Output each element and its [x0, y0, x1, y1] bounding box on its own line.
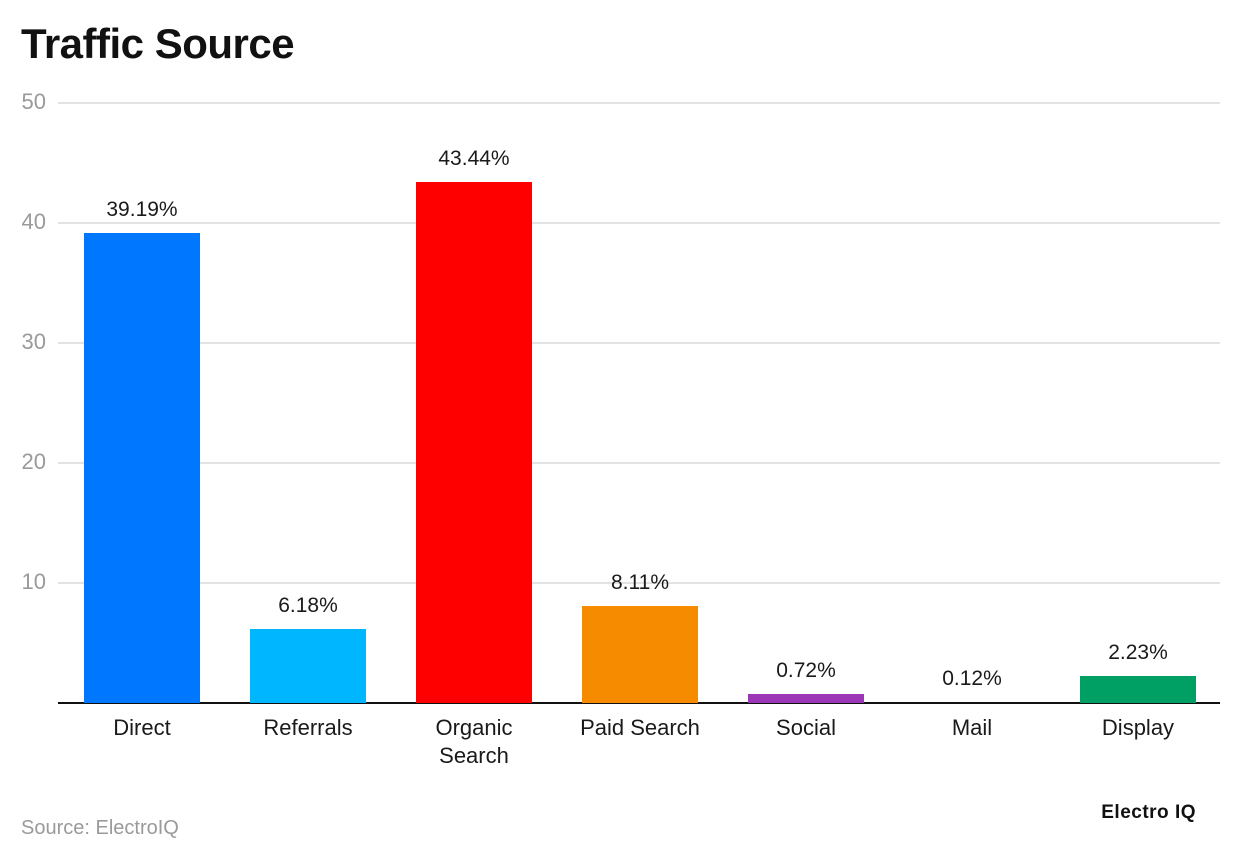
gridline: [58, 222, 1220, 224]
gridline: [58, 582, 1220, 584]
bar-referrals: [250, 628, 366, 703]
y-tick-label: 30: [21, 329, 46, 354]
value-label: 43.44%: [438, 146, 510, 170]
x-tick-label: Organic Search: [435, 715, 513, 768]
brand-logo: Electro IQ: [1101, 802, 1196, 823]
x-tick-label: Social: [776, 715, 836, 740]
y-tick-label: 10: [21, 569, 46, 594]
value-label: 0.72%: [776, 659, 836, 683]
gridline: [58, 462, 1220, 464]
y-tick-label: 40: [21, 209, 46, 234]
x-axis-line: [58, 702, 1220, 704]
x-tick-label: Display: [1101, 715, 1175, 740]
y-tick-label: 50: [21, 89, 46, 114]
bar-direct: [84, 232, 200, 703]
value-label: 2.23%: [1108, 641, 1168, 665]
x-tick-label: Direct: [113, 715, 171, 740]
chart-title: Traffic Source: [21, 20, 295, 67]
gridline: [58, 102, 1220, 104]
value-label: 39.19%: [106, 197, 178, 221]
value-label: 6.18%: [278, 593, 338, 617]
bar-paid-search: [582, 605, 698, 703]
value-label: 0.12%: [942, 666, 1002, 690]
x-tick-label: Paid Search: [580, 715, 700, 740]
value-label: 8.11%: [611, 570, 669, 594]
bar-organic-search: [416, 181, 532, 703]
x-tick-label: Mail: [951, 715, 993, 740]
source-note: Source: ElectroIQ: [21, 817, 179, 839]
bar-display: [1080, 676, 1196, 703]
bar-social: [748, 694, 864, 703]
gridline: [58, 342, 1220, 344]
y-tick-label: 20: [21, 449, 46, 474]
x-tick-label: Referrals: [263, 715, 353, 740]
